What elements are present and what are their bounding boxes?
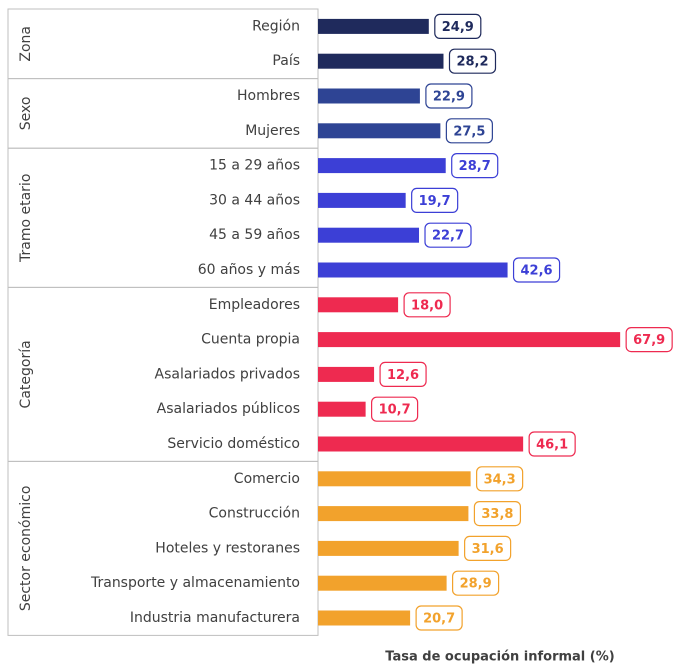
value-label-box <box>445 118 493 144</box>
bar <box>318 123 441 139</box>
category-label: Cuenta propia <box>201 332 300 348</box>
category-label: Transporte y almacenamiento <box>90 575 300 591</box>
group-label: Zona <box>18 26 34 62</box>
category-label: Asalariados privados <box>155 366 300 382</box>
value-label: 31,6 <box>472 542 504 557</box>
bar <box>318 262 508 278</box>
value-label-box <box>415 605 463 631</box>
value-label-box <box>425 83 473 109</box>
x-axis-label: Tasa de ocupación informal (%) <box>385 650 614 665</box>
value-label-box <box>528 431 576 457</box>
value-label-box <box>452 570 500 596</box>
category-label: Construcción <box>209 506 300 522</box>
bar <box>318 192 406 208</box>
bar <box>318 506 469 522</box>
value-label: 34,3 <box>484 472 516 487</box>
category-label: Asalariados públicos <box>157 401 300 417</box>
category-label: 30 a 44 años <box>209 192 300 208</box>
bar <box>318 540 459 556</box>
bar <box>318 227 420 243</box>
value-label-box <box>379 361 427 387</box>
value-label-box <box>434 13 482 39</box>
value-label: 42,6 <box>521 264 553 279</box>
value-label: 24,9 <box>442 20 474 35</box>
bar <box>318 401 366 417</box>
value-label: 28,7 <box>459 159 491 174</box>
value-label: 22,9 <box>433 90 465 105</box>
value-label-box <box>464 535 512 562</box>
bar <box>318 297 399 313</box>
bar <box>318 18 429 34</box>
bar <box>318 471 471 487</box>
value-label-box <box>424 222 472 248</box>
value-label: 67,9 <box>633 333 665 348</box>
bar <box>318 332 621 348</box>
bar <box>318 436 524 452</box>
value-label-box <box>625 327 673 353</box>
value-label-box <box>512 257 561 283</box>
group-label: Categoría <box>18 340 34 408</box>
value-label: 18,0 <box>411 298 443 313</box>
value-label: 22,7 <box>432 229 464 244</box>
bar <box>318 610 411 626</box>
category-label: Hoteles y restoranes <box>155 540 300 556</box>
bar <box>318 158 446 174</box>
value-label-box <box>403 292 451 318</box>
value-label-box <box>476 466 524 492</box>
bar <box>318 88 420 104</box>
category-label: Comercio <box>234 471 300 487</box>
value-label: 27,5 <box>453 124 485 139</box>
bar <box>318 575 447 591</box>
category-label: País <box>272 53 300 69</box>
value-label: 28,2 <box>456 55 488 70</box>
category-label: Industria manufacturera <box>130 610 300 626</box>
bar <box>318 366 375 382</box>
category-label: Empleadores <box>209 297 300 313</box>
value-label: 20,7 <box>423 612 455 627</box>
value-label: 19,7 <box>419 194 451 209</box>
value-label: 10,7 <box>379 403 411 418</box>
category-label: 15 a 29 años <box>209 158 300 174</box>
category-label: Mujeres <box>245 123 300 139</box>
value-label-box <box>451 153 499 179</box>
value-label: 12,6 <box>387 368 419 383</box>
value-label-box <box>448 48 497 74</box>
value-label-box <box>411 187 459 213</box>
category-label: Servicio doméstico <box>167 436 300 452</box>
value-label-box <box>371 396 419 422</box>
group-label: Sexo <box>18 97 34 131</box>
group-label: Sector económico <box>18 486 34 612</box>
value-label: 28,9 <box>460 577 492 592</box>
group-label: Tramo etario <box>18 174 34 263</box>
category-label: 60 años y más <box>198 262 300 278</box>
category-label: 45 a 59 años <box>209 227 300 243</box>
bar <box>318 53 444 69</box>
category-label: Hombres <box>237 88 300 104</box>
category-label: Región <box>252 18 300 34</box>
value-label: 46,1 <box>536 438 568 453</box>
value-label: 33,8 <box>481 507 513 522</box>
value-label-box <box>473 501 522 527</box>
